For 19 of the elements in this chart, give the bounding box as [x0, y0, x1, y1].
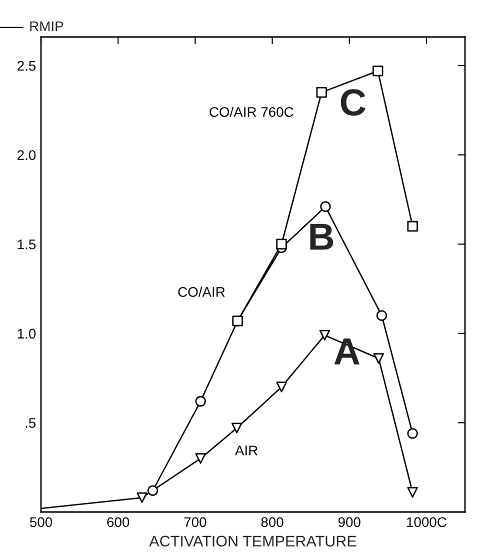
- x-tick-label: 800: [261, 517, 284, 528]
- y-tick-label: .5: [26, 418, 36, 428]
- x-axis-title: ACTIVATION TEMPERATURE: [149, 536, 356, 547]
- annotation: C: [340, 89, 366, 116]
- annotation: A: [334, 338, 360, 364]
- y-tick-label: 1.0: [18, 328, 36, 339]
- x-tick-label: 900: [338, 517, 360, 528]
- x-tick-label: 1000C: [407, 517, 446, 528]
- y-tick-label: 2.5: [18, 60, 36, 71]
- series-label: CO/AIR: [178, 286, 225, 297]
- x-tick-label: 600: [107, 517, 130, 528]
- y-tick-label: 2.0: [18, 150, 36, 160]
- series-label: CO/AIR 760C: [210, 106, 294, 117]
- annotation: B: [310, 224, 334, 250]
- x-tick-label: 700: [184, 517, 206, 528]
- y-axis-title: RMIP: [30, 21, 64, 32]
- series-label: AIR: [234, 446, 258, 456]
- x-tick-label: 500: [30, 517, 52, 528]
- y-tick-label: 1.5: [18, 240, 36, 250]
